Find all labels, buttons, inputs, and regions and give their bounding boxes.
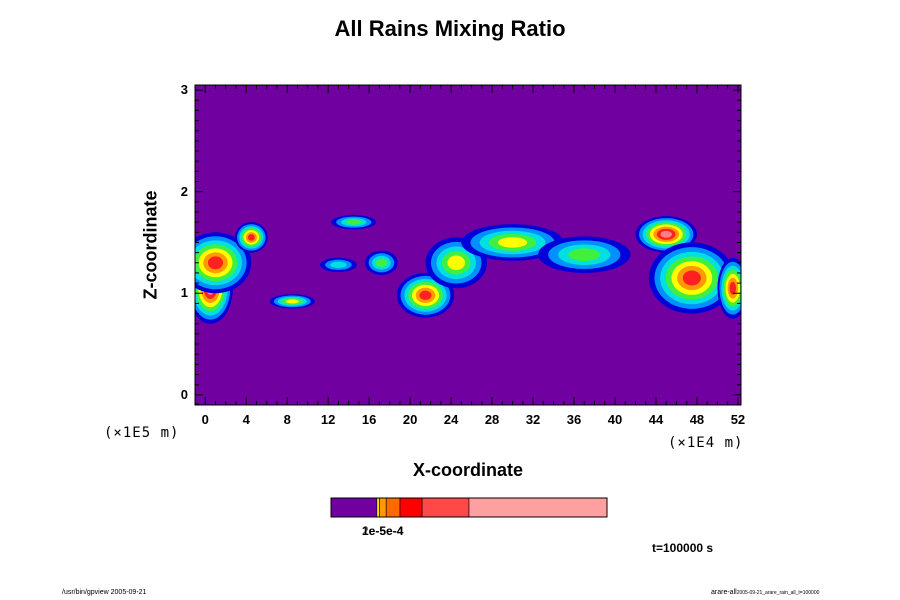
x-tick-label: 48: [689, 412, 705, 427]
rain-region-2-band-6: [247, 234, 255, 241]
y-tick-label: 2: [180, 183, 188, 199]
colorbar-tick-label-overlap: 2e-5e-4: [362, 524, 404, 538]
x-tick-label: 0: [201, 412, 209, 427]
x-tick-label: 40: [607, 412, 623, 427]
y-tick-label: 3: [180, 82, 188, 98]
colorbar-frame: [330, 497, 608, 518]
rain-region-6-band-3: [375, 258, 388, 268]
rain-region-7-band-6: [419, 290, 432, 300]
colorbar-segment-1: [376, 497, 380, 518]
x-tick-label: 16: [361, 412, 377, 427]
x-tick-label: 36: [566, 412, 582, 427]
time-label: t=100000 s: [652, 541, 714, 555]
footer-filename: arare-all2005-09-21_arare_rain_all_t=100…: [711, 589, 820, 596]
rain-region-8-band-4: [447, 255, 465, 271]
x-tick-label: 20: [402, 412, 418, 427]
rain-region-10-band-3: [568, 248, 601, 262]
colorbar-segment-2: [379, 497, 387, 518]
rain-region-9-band-4: [497, 237, 528, 248]
x-tick-label: 28: [484, 412, 500, 427]
x-tick-label: 44: [648, 412, 664, 427]
y-tick-label: 1: [180, 285, 188, 301]
x-tick-label: 8: [283, 412, 291, 427]
rain-region-5-band-2: [330, 261, 347, 268]
colorbar-segment-3: [385, 497, 401, 518]
colorbar-tick-label: 1e-5e-4: [362, 524, 404, 538]
rain-region-3-band-4: [285, 299, 299, 304]
rain-region-11-band-7: [660, 230, 672, 238]
x-tick-label: 24: [443, 412, 459, 427]
rain-region-13-band-6: [729, 281, 737, 295]
colorbar-segment-6: [468, 497, 608, 518]
x-tick-label: 4: [242, 412, 250, 427]
y-axis-label: Z-coordinate: [140, 190, 161, 300]
y-tick-label: 0: [180, 386, 188, 402]
x-tick-label: 32: [525, 412, 541, 427]
footer-command: /usr/bin/gpview 2005-09-21: [62, 589, 147, 596]
colorbar-segment-5: [421, 497, 470, 518]
chart-title: All Rains Mixing Ratio: [334, 16, 566, 41]
colorbar-segment-0: [330, 497, 378, 518]
plot-frame: [194, 84, 742, 406]
x-axis-label: X-coordinate: [412, 460, 523, 480]
rain-region-12-band-6: [682, 270, 701, 286]
rain-regions: [195, 215, 741, 324]
x-tick-label: 52: [730, 412, 746, 427]
rain-region-1-band-6: [207, 256, 224, 270]
colorbar-segment-4: [399, 497, 423, 518]
x-tick-label: 12: [320, 412, 336, 427]
rain-region-4-band-3: [345, 219, 362, 225]
x-axis-multiplier: (×1E4 m): [668, 435, 744, 451]
y-axis-multiplier: (×1E5 m): [104, 425, 180, 441]
